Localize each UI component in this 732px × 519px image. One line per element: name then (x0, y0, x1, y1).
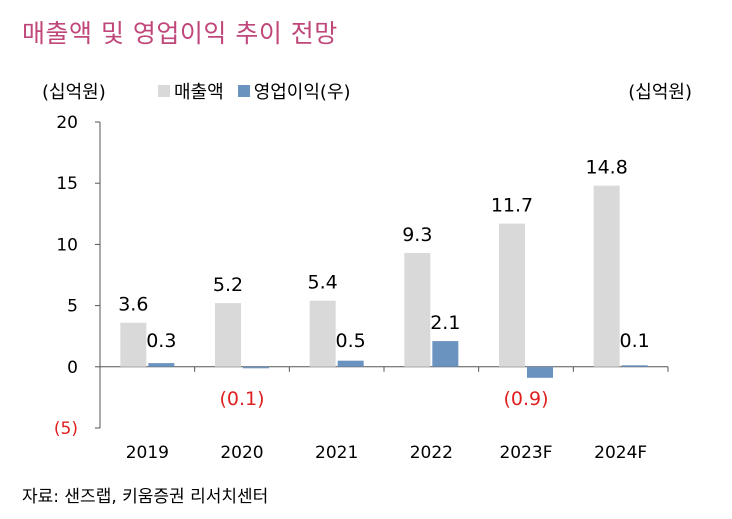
revenue-data-label: 11.7 (491, 195, 533, 217)
x-category-label: 2024F (594, 443, 647, 463)
op-income-bar (432, 341, 459, 367)
revenue-data-label: 14.8 (586, 157, 628, 179)
y-tick-label: 20 (56, 113, 78, 133)
revenue-bar (215, 303, 241, 367)
y-tick-label: 15 (56, 174, 78, 194)
revenue-bar (120, 322, 147, 367)
op-income-data-label: 0.3 (146, 330, 176, 352)
legend-item-revenue: 매출액 (158, 78, 224, 104)
op-income-bar (527, 366, 553, 378)
x-category-label: 2021 (315, 443, 358, 463)
revenue-bar (404, 252, 431, 367)
legend-swatch-revenue (158, 85, 170, 97)
op-income-data-label: 0.1 (620, 330, 650, 352)
y-tick-label: 10 (56, 235, 78, 255)
op-income-bar (243, 366, 269, 369)
y-tick-label: 0 (67, 358, 78, 378)
legend: 매출액 영업이익(우) (158, 78, 359, 104)
op-income-data-label: 2.1 (430, 312, 460, 334)
x-category-label: 2020 (220, 443, 263, 463)
legend-label-revenue: 매출액 (174, 82, 224, 103)
x-category-label: 2019 (126, 443, 169, 463)
legend-swatch-op-income (237, 85, 250, 97)
revenue-bar (593, 185, 620, 367)
chart-title: 매출액 및 영업이익 추이 전망 (22, 19, 338, 48)
revenue-bar (499, 223, 525, 367)
left-axis-unit: (십억원) (42, 82, 106, 103)
revenue-data-label: 5.2 (213, 274, 243, 296)
revenue-data-label: 3.6 (118, 294, 148, 316)
op-income-data-label: (0.9) (503, 388, 548, 410)
legend-label-op-income: 영업이익(우) (253, 82, 351, 103)
op-income-data-label: 0.5 (336, 330, 366, 352)
revenue-data-label: 9.3 (402, 224, 432, 246)
op-income-bar (337, 360, 364, 367)
revenue-data-label: 5.4 (308, 272, 338, 294)
op-income-data-label: (0.1) (219, 388, 264, 410)
op-income-bar (621, 365, 648, 367)
right-axis-unit: (십억원) (628, 82, 692, 103)
source-note: 자료: 샌즈랩, 키움증권 리서치센터 (22, 487, 269, 507)
revenue-bar (309, 300, 336, 367)
x-category-label: 2022 (410, 443, 453, 463)
legend-item-op-income: 영업이익(우) (237, 78, 351, 104)
x-category-label: 2023F (499, 443, 552, 463)
y-tick-label: 5 (67, 297, 78, 317)
op-income-bar (148, 363, 175, 367)
y-tick-label: (5) (54, 419, 78, 439)
